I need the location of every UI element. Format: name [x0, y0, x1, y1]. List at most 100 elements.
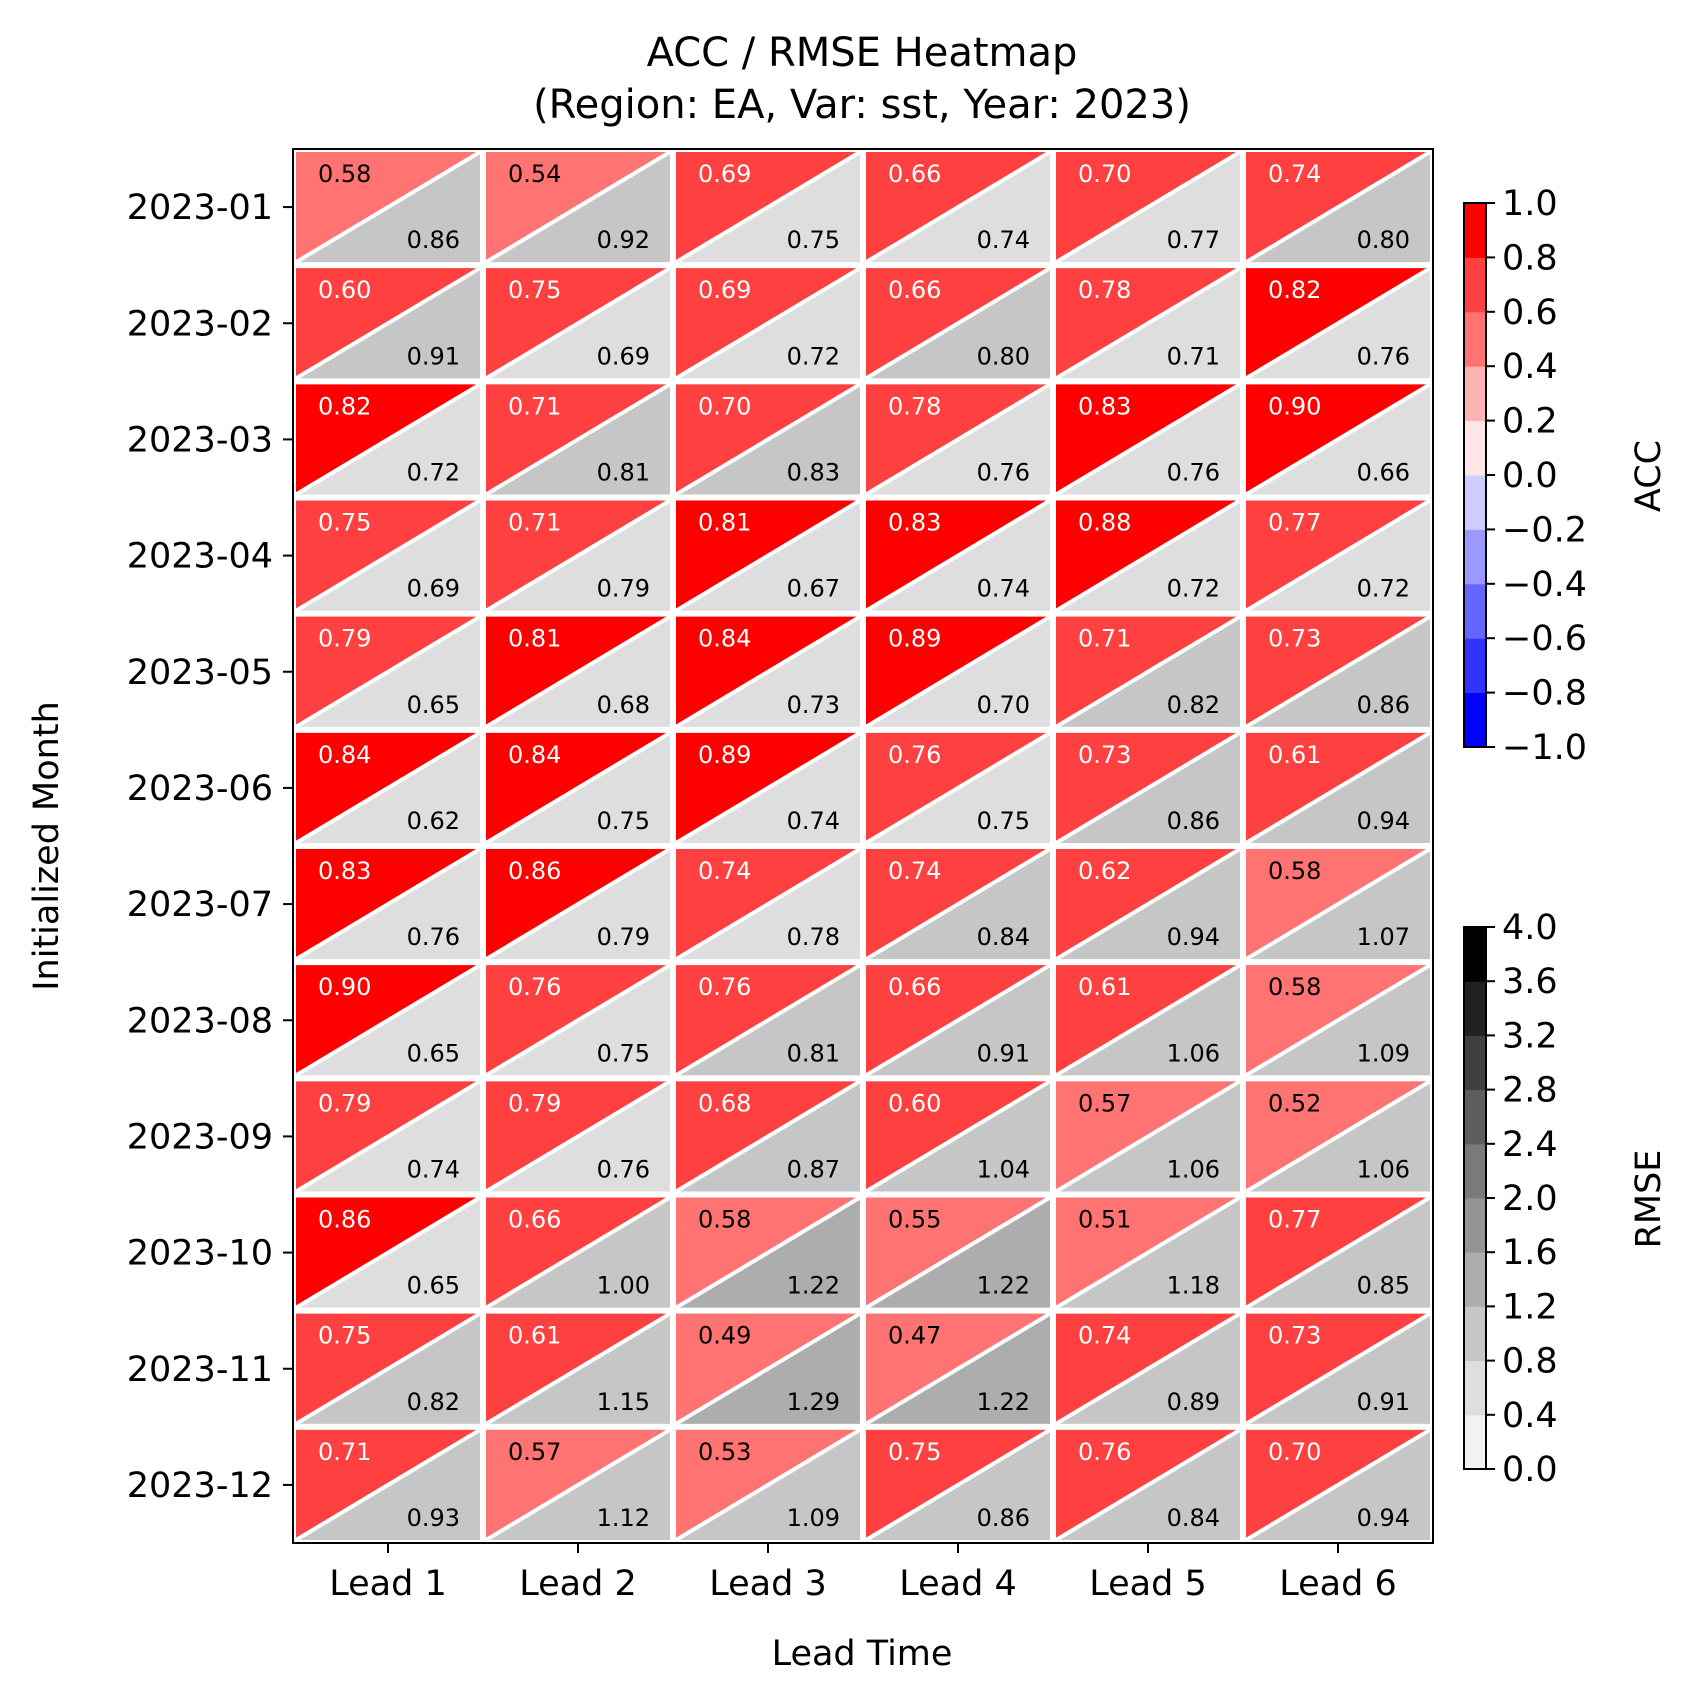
cell-diagonal	[1244, 847, 1432, 961]
cell-diagonal	[1054, 266, 1242, 381]
chart-title: ACC / RMSE Heatmap	[647, 30, 1078, 76]
heatmap-cell: 0.71 0.82	[1054, 614, 1242, 729]
acc-colorbar: 1.0 0.8 0.6 0.4 0.2 0.0 −0.2 −0.4 −0.6 −0.8 −1.0	[1463, 184, 1587, 768]
heatmap-cell: 0.71 0.79	[484, 498, 672, 613]
rmse-value-label: 0.87	[787, 1156, 840, 1184]
colorbar-segment	[1464, 257, 1486, 313]
heatmap-cell: 0.58 1.22	[674, 1195, 862, 1310]
acc-value-label: 0.78	[1078, 276, 1131, 304]
cell-diagonal	[1054, 963, 1242, 1078]
rmse-value-label: 0.84	[977, 923, 1030, 951]
cell-diagonal	[294, 382, 482, 497]
colorbar-segment	[1464, 1089, 1486, 1145]
cell-diagonal	[674, 1079, 862, 1194]
acc-value-label: 0.70	[1078, 160, 1131, 188]
rmse-value-label: 1.09	[787, 1504, 840, 1532]
rmse-value-label: 0.69	[407, 575, 460, 603]
cell-diagonal	[674, 614, 862, 729]
heatmap-cell: 0.86 0.65	[294, 1195, 482, 1310]
acc-value-label: 0.75	[888, 1438, 941, 1466]
rmse-value-label: 0.82	[1167, 691, 1220, 719]
heatmap-cell: 0.79 0.76	[484, 1079, 672, 1194]
acc-value-label: 0.81	[698, 509, 751, 537]
colorbar-tick-label: 2.0	[1502, 1179, 1558, 1219]
cell-diagonal	[1244, 150, 1432, 264]
colorbar-tick-label: 0.0	[1502, 456, 1558, 496]
acc-value-label: 0.47	[888, 1322, 941, 1350]
colorbar-tick-label: 0.8	[1502, 1342, 1558, 1382]
colorbar-tick-label: −0.4	[1502, 565, 1587, 605]
cell-diagonal	[484, 150, 672, 264]
heatmap-cell: 0.82 0.72	[294, 382, 482, 497]
cell-diagonal	[1244, 1311, 1432, 1426]
acc-value-label: 0.84	[318, 741, 371, 769]
heatmap-cell: 0.77 0.72	[1244, 498, 1432, 613]
rmse-value-label: 0.62	[407, 807, 460, 835]
rmse-value-label: 0.65	[407, 1039, 460, 1067]
colorbar-segment	[1464, 366, 1486, 422]
acc-value-label: 0.78	[888, 392, 941, 420]
x-tick-label: Lead 4	[899, 1564, 1016, 1604]
y-axis-label: Initialized Month	[27, 701, 67, 991]
acc-value-label: 0.76	[698, 973, 751, 1001]
rmse-value-label: 0.78	[787, 923, 840, 951]
cell-diagonal	[674, 963, 862, 1078]
heatmap-cell: 0.60 0.91	[294, 266, 482, 381]
cell-diagonal	[484, 1428, 672, 1542]
acc-value-label: 0.79	[508, 1089, 561, 1117]
acc-value-label: 0.61	[508, 1322, 561, 1350]
acc-value-label: 0.71	[508, 509, 561, 537]
acc-value-label: 0.58	[318, 160, 371, 188]
heatmap-cell: 0.66 0.80	[864, 266, 1052, 381]
cell-diagonal	[1244, 1428, 1432, 1542]
heatmap-cell: 0.76 0.75	[864, 731, 1052, 845]
colorbar-tick-label: 4.0	[1502, 908, 1558, 948]
rmse-value-label: 0.86	[407, 226, 460, 254]
cell-diagonal	[674, 847, 862, 961]
rmse-value-label: 1.22	[787, 1272, 840, 1300]
heatmap-cell: 0.57 1.12	[484, 1428, 672, 1542]
heatmap-cell: 0.53 1.09	[674, 1428, 862, 1542]
acc-value-label: 0.70	[698, 392, 751, 420]
rmse-value-label: 0.70	[977, 691, 1030, 719]
cell-diagonal	[864, 614, 1052, 729]
acc-value-label: 0.66	[888, 276, 941, 304]
rmse-value-label: 0.75	[787, 226, 840, 254]
cell-diagonal	[1054, 150, 1242, 264]
colorbar-segment	[1464, 927, 1486, 982]
rmse-value-label: 0.72	[407, 459, 460, 487]
cell-diagonal	[864, 731, 1052, 845]
heatmap-cell: 0.78 0.71	[1054, 266, 1242, 381]
acc-value-label: 0.79	[318, 625, 371, 653]
rmse-value-label: 0.75	[977, 807, 1030, 835]
acc-value-label: 0.66	[508, 1206, 561, 1234]
heatmap-cell: 0.90 0.66	[1244, 382, 1432, 497]
rmse-value-label: 0.79	[597, 923, 650, 951]
colorbar-segment	[1464, 475, 1486, 530]
cell-diagonal	[674, 498, 862, 613]
heatmap-cell: 0.75 0.69	[484, 266, 672, 381]
x-tick-label: Lead 3	[709, 1564, 826, 1604]
colorbar-tick-label: 2.4	[1502, 1125, 1558, 1165]
acc-value-label: 0.53	[698, 1438, 751, 1466]
cell-diagonal	[294, 1079, 482, 1194]
acc-value-label: 0.86	[318, 1206, 371, 1234]
colorbar-segment	[1464, 1143, 1486, 1199]
rmse-value-label: 0.77	[1167, 226, 1220, 254]
acc-value-label: 0.74	[698, 857, 751, 885]
cell-diagonal	[484, 614, 672, 729]
colorbar-segment	[1464, 583, 1486, 639]
cell-diagonal	[484, 498, 672, 613]
acc-value-label: 0.73	[1268, 1322, 1321, 1350]
rmse-value-label: 0.72	[787, 342, 840, 370]
heatmap-cell: 0.74 0.84	[864, 847, 1052, 961]
rmse-value-label: 0.74	[407, 1156, 460, 1184]
y-tick-label: 2023-08	[127, 1001, 273, 1041]
heatmap-cell: 0.74 0.80	[1244, 150, 1432, 264]
cell-diagonal	[1054, 1079, 1242, 1194]
cell-diagonal	[484, 1195, 672, 1310]
acc-value-label: 0.75	[508, 276, 561, 304]
rmse-value-label: 0.91	[977, 1039, 1030, 1067]
heatmap-cell: 0.86 0.79	[484, 847, 672, 961]
